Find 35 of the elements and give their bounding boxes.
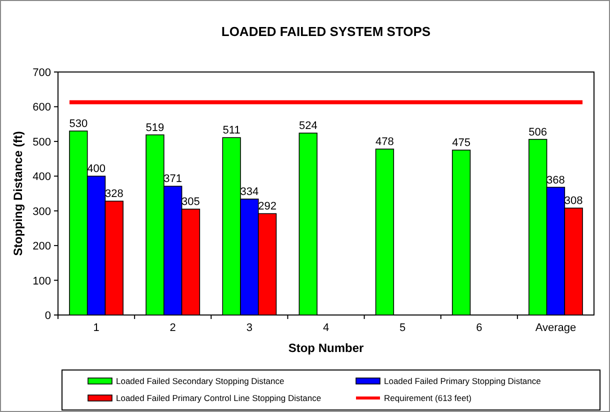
data-label: 506 [528, 126, 548, 138]
data-label: 478 [376, 136, 394, 148]
x-tick-label: Average [535, 322, 576, 334]
y-tick-label: 600 [32, 102, 51, 114]
y-tick-label: 100 [32, 275, 51, 288]
data-label: 305 [182, 196, 200, 208]
x-tick-label: 4 [322, 322, 330, 334]
y-tick-label: 200 [32, 240, 51, 253]
legend-label: Loaded Failed Primary Stopping Distance [384, 376, 542, 386]
data-label: 475 [452, 137, 470, 150]
x-tick-label: 6 [476, 322, 482, 334]
y-tick-label: 400 [32, 171, 51, 184]
data-label: 524 [298, 120, 318, 132]
chart-title: LOADED FAILED SYSTEM STOPS [221, 24, 431, 39]
y-tick-label: 500 [32, 136, 51, 148]
y-tick-label: 300 [32, 206, 51, 218]
data-label: 530 [69, 118, 88, 130]
legend-label: Loaded Failed Secondary Stopping Distance [116, 376, 284, 386]
data-label: 308 [564, 195, 583, 208]
data-label: 511 [222, 124, 240, 137]
x-tick-label: 5 [400, 322, 406, 334]
x-tick-label: 2 [170, 322, 176, 334]
x-tick-label: 3 [246, 322, 252, 334]
data-label: 368 [546, 174, 565, 186]
y-axis-title: Stopping Distance (ft) [11, 131, 25, 256]
data-label: 519 [146, 122, 164, 134]
data-label: 328 [104, 188, 124, 200]
x-axis-title: Stop Number [288, 341, 364, 355]
legend-label: Loaded Failed Primary Control Line Stopping Distance [116, 393, 322, 403]
legend-label: Requirement (613 feet) [384, 393, 472, 403]
data-label: 292 [258, 200, 276, 213]
data-label: 400 [87, 163, 106, 176]
x-tick-label: 1 [93, 322, 100, 334]
y-tick-label: 700 [32, 67, 51, 79]
y-tick-label: 0 [44, 310, 51, 322]
